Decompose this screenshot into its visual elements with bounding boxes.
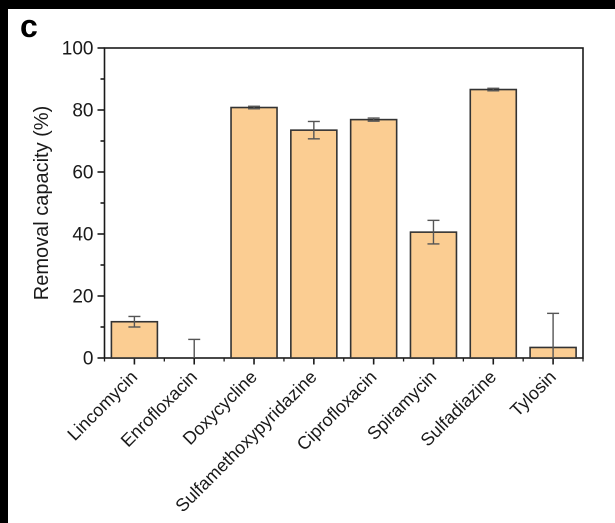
y-axis-title: Removal capacity (%) bbox=[31, 106, 53, 301]
y-tick-label: 0 bbox=[83, 349, 94, 370]
x-category-label: Tylosin bbox=[506, 367, 560, 421]
bar bbox=[409, 231, 458, 359]
y-tick-label: 20 bbox=[72, 287, 93, 308]
bar bbox=[290, 129, 338, 359]
frame-border-left bbox=[0, 0, 8, 523]
y-tick-label: 80 bbox=[72, 101, 93, 122]
bar bbox=[110, 320, 159, 359]
panel-label: c bbox=[20, 8, 38, 44]
frame-border-top bbox=[0, 0, 615, 9]
y-tick-label: 60 bbox=[72, 163, 93, 184]
y-tick-label: 100 bbox=[62, 39, 94, 60]
bar bbox=[469, 88, 518, 359]
y-tick-label: 40 bbox=[72, 225, 93, 246]
bar bbox=[349, 118, 398, 359]
bar bbox=[230, 106, 278, 359]
